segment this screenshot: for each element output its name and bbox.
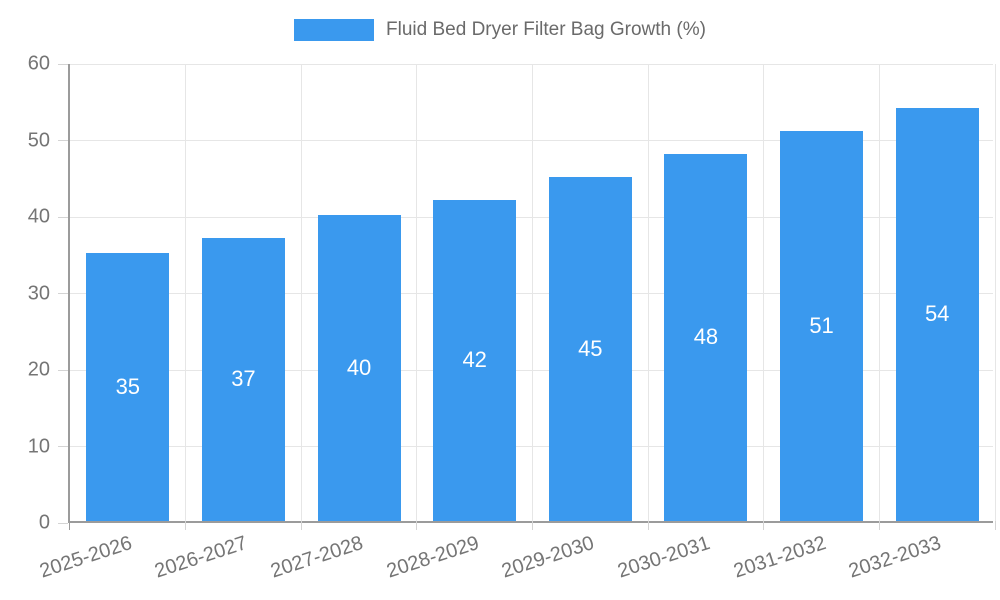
x-axis-tick xyxy=(68,521,70,530)
v-gridline xyxy=(763,64,765,521)
y-tick-label: 0 xyxy=(38,511,50,534)
v-gridline xyxy=(532,64,533,521)
x-axis-tick xyxy=(994,521,996,530)
bar-value-label: 45 xyxy=(578,335,603,361)
y-tick-label: 40 xyxy=(27,205,50,228)
x-tick-label: 2031-2032 xyxy=(730,532,829,583)
x-axis-tick xyxy=(878,521,880,530)
h-gridline xyxy=(70,293,993,294)
bar-value-label: 51 xyxy=(809,312,834,338)
bar: 48 xyxy=(664,153,748,521)
h-gridline xyxy=(70,140,993,141)
h-gridline xyxy=(70,446,993,447)
y-axis-tick xyxy=(58,216,68,218)
plot-area: 0 10 20 30 40 50 60 35 2025-2026 37 2026-2027 40 202… xyxy=(28,53,996,582)
legend-label: Fluid Bed Dryer Filter Bag Growth (%) xyxy=(386,19,706,40)
y-tick-label: 20 xyxy=(27,358,50,381)
x-tick-label: 2026-2027 xyxy=(152,532,251,583)
x-tick-label: 2029-2030 xyxy=(499,532,598,583)
y-tick-label: 60 xyxy=(27,52,50,75)
y-axis-tick xyxy=(58,522,68,524)
y-axis-tick xyxy=(58,293,68,294)
y-axis-tick xyxy=(58,63,68,65)
bar-value-label: 40 xyxy=(346,355,372,380)
x-tick-label: 2028-2029 xyxy=(383,532,482,583)
x-tick-label: 2027-2028 xyxy=(268,532,366,583)
bar-value-label: 42 xyxy=(462,347,487,373)
bar: 37 xyxy=(201,237,285,521)
x-axis-tick xyxy=(763,521,765,530)
v-gridline xyxy=(647,64,649,521)
x-axis-tick xyxy=(300,521,302,530)
bar-value-label: 54 xyxy=(924,301,950,327)
h-gridline xyxy=(70,63,993,65)
y-axis-tick xyxy=(58,446,68,447)
bar: 51 xyxy=(780,130,864,521)
v-gridline xyxy=(185,64,187,521)
bar-value-label: 35 xyxy=(115,374,141,400)
bar: 45 xyxy=(548,176,632,521)
bar-value-label: 37 xyxy=(231,366,256,392)
h-gridline xyxy=(70,216,993,218)
x-axis-tick xyxy=(532,521,533,530)
x-tick-label: 2030-2031 xyxy=(614,532,713,583)
x-axis-tick xyxy=(647,521,649,530)
bar: 42 xyxy=(433,199,517,521)
y-tick-label: 30 xyxy=(27,282,50,304)
x-axis-tick xyxy=(416,521,418,530)
y-tick-label: 50 xyxy=(27,129,50,151)
h-gridline xyxy=(70,369,993,371)
legend-swatch xyxy=(294,19,375,41)
bar: 40 xyxy=(317,215,401,521)
bar: 54 xyxy=(895,107,979,521)
v-gridline xyxy=(416,64,418,521)
x-axis-tick xyxy=(185,521,187,530)
y-axis-tick xyxy=(58,140,68,141)
x-tick-label: 2032-2033 xyxy=(846,532,944,583)
bar: 35 xyxy=(86,253,170,521)
v-gridline xyxy=(994,64,996,521)
bar-value-label: 48 xyxy=(693,324,719,350)
x-tick-label: 2025-2026 xyxy=(36,532,135,583)
y-axis-tick xyxy=(58,369,68,371)
v-gridline xyxy=(878,64,880,521)
chart-legend-item[interactable]: Fluid Bed Dryer Filter Bag Growth (%) xyxy=(0,19,1000,41)
v-gridline xyxy=(300,64,302,521)
y-tick-label: 10 xyxy=(27,435,50,457)
